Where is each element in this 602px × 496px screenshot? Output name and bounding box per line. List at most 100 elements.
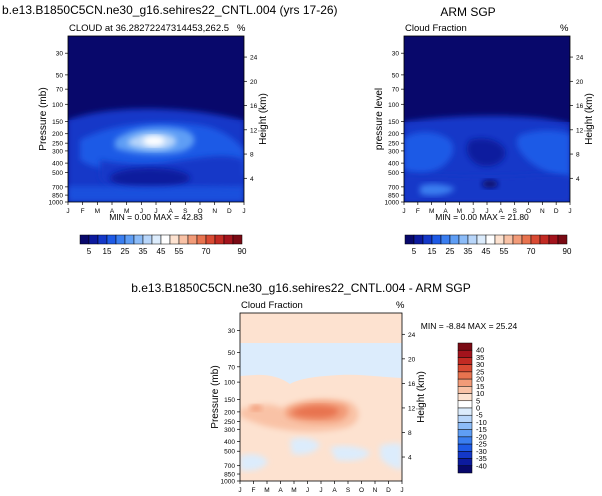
colorbar-swatch: [467, 234, 478, 245]
height-tick-label: 16: [576, 103, 584, 110]
y-tick-label: 850: [52, 193, 63, 200]
colorbar-swatch: [457, 407, 473, 416]
panel-diff-subtitle-right: %: [396, 300, 405, 311]
colorbar-swatch: [169, 234, 180, 245]
height-tick-label: 20: [250, 79, 258, 86]
height-tick-label: 16: [250, 103, 258, 110]
height-axis-title: Height (km): [416, 371, 427, 423]
colorbar-label: 90: [238, 247, 247, 256]
x-tick-label: J: [402, 208, 405, 215]
y-tick-label: 700: [388, 184, 399, 191]
x-tick-label: A: [110, 208, 115, 215]
y-tick-label: 1000: [49, 200, 64, 207]
colorbar-swatch: [457, 429, 473, 438]
y-tick-label: 200: [224, 409, 235, 416]
colorbar-swatch: [160, 234, 171, 245]
colorbar-swatch: [457, 357, 473, 365]
y-tick-label: 1000: [221, 479, 236, 486]
colorbar-swatch: [457, 451, 473, 459]
x-tick-label: J: [485, 208, 488, 215]
y-tick-label: 50: [392, 72, 400, 79]
colorbar-swatch: [214, 234, 225, 245]
x-tick-label: J: [140, 208, 143, 215]
y-tick-label: 250: [224, 419, 235, 426]
colorbar-swatch: [539, 234, 550, 245]
y-tick-label: 400: [388, 161, 399, 168]
y-tick-label: 150: [52, 119, 63, 126]
colorbar-label: 45: [157, 247, 166, 256]
colorbar-swatch: [457, 414, 473, 423]
colorbar-label: 15: [476, 382, 484, 391]
x-tick-label: A: [278, 487, 283, 494]
colorbar-label: 55: [500, 247, 509, 256]
x-tick-label: O: [359, 487, 364, 494]
y-tick-label: 30: [56, 51, 64, 58]
colorbar-swatch: [404, 234, 415, 245]
colorbar-label: -10: [476, 418, 487, 427]
x-tick-label: N: [373, 487, 378, 494]
x-tick-label: J: [154, 208, 157, 215]
colorbar-swatch: [142, 234, 153, 245]
y-tick-label: 700: [224, 463, 235, 470]
y-tick-label: 300: [388, 148, 399, 155]
x-tick-label: D: [554, 208, 559, 215]
x-tick-label: M: [95, 208, 100, 215]
x-tick-label: J: [568, 208, 571, 215]
y-tick-label: 30: [392, 51, 400, 58]
panel-model: b.e13.B1850C5CN.ne30_g16.sehires22_CNTL.…: [2, 3, 338, 256]
colorbar-label: 40: [476, 346, 484, 355]
colorbar-swatch: [133, 234, 144, 245]
height-tick-label: 8: [408, 430, 412, 437]
y-tick-label: 500: [224, 449, 235, 456]
y-tick-label: 200: [388, 131, 399, 138]
height-tick-label: 8: [250, 152, 254, 159]
x-tick-label: F: [252, 487, 256, 494]
y-tick-label: 300: [224, 427, 235, 434]
colorbar-label: 15: [103, 247, 112, 256]
height-tick-label: 24: [576, 55, 584, 62]
colorbar-swatch: [457, 342, 473, 351]
colorbar-swatch: [457, 436, 473, 445]
x-tick-label: O: [197, 208, 202, 215]
colorbar-swatch: [440, 234, 451, 245]
y-tick-label: 70: [392, 87, 400, 94]
x-tick-label: S: [183, 208, 188, 215]
x-tick-label: J: [242, 208, 245, 215]
panel-diff-subtitle-left: Cloud Fraction: [241, 300, 303, 311]
x-tick-label: J: [66, 208, 69, 215]
colorbar-swatch: [431, 234, 442, 245]
colorbar-swatch: [124, 234, 135, 245]
y-tick-label: 400: [224, 439, 235, 446]
height-tick-label: 12: [408, 405, 416, 412]
colorbar-swatch: [485, 234, 496, 245]
x-tick-label: N: [540, 208, 545, 215]
y-axis-title: pressure level: [374, 88, 385, 150]
x-tick-label: F: [81, 208, 85, 215]
colorbar-swatch: [106, 234, 117, 245]
colorbar-label: -5: [476, 411, 483, 420]
x-tick-label: J: [319, 487, 322, 494]
colorbar-swatch: [521, 234, 532, 245]
y-tick-label: 70: [56, 87, 64, 94]
y-tick-label: 200: [52, 131, 63, 138]
height-tick-label: 20: [576, 79, 584, 86]
colorbar-swatch: [457, 422, 473, 430]
colorbar-label: 45: [482, 247, 491, 256]
colorbar-label: 10: [476, 389, 484, 398]
height-tick-label: 24: [250, 55, 258, 62]
colorbar-label: 5: [87, 247, 92, 256]
colorbar-swatch: [548, 234, 559, 245]
colorbar-swatch: [88, 234, 99, 245]
y-tick-label: 250: [388, 141, 399, 148]
colorbar-label: 0: [476, 404, 480, 413]
y-axis-title: Pressure (mb): [210, 365, 221, 428]
colorbar-label: -15: [476, 425, 487, 434]
colorbar-swatch: [115, 234, 126, 245]
colorbar-label: -30: [476, 447, 487, 456]
height-tick-label: 4: [408, 455, 412, 462]
panel-obs-stats: MIN = 0.00 MAX = 21.80: [435, 212, 529, 222]
colorbar-label: 25: [121, 247, 130, 256]
x-tick-label: F: [416, 208, 420, 215]
